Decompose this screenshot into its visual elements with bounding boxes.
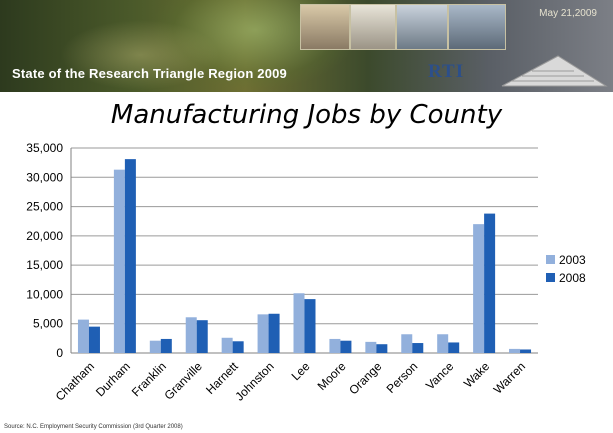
banner-photo-2	[350, 4, 396, 50]
x-tick-label: Wake	[461, 359, 493, 391]
x-tick-label: Person	[384, 359, 421, 396]
bar-2008-durham	[124, 159, 136, 353]
legend-swatch-2003	[546, 255, 555, 264]
legend-label-2003: 2003	[559, 253, 586, 267]
bar-2008-harnett	[232, 341, 244, 353]
bar-2003-granville	[185, 317, 197, 353]
bar-2008-person	[412, 343, 424, 353]
legend-label-2008: 2008	[559, 271, 586, 285]
bar-2003-harnett	[221, 337, 233, 353]
bar-2003-warren	[509, 348, 521, 353]
bar-2003-wake	[473, 224, 485, 353]
bar-2003-chatham	[77, 319, 89, 353]
building-illustration	[501, 55, 608, 87]
source-note: Source: N.C. Employment Security Commiss…	[4, 424, 183, 430]
legend-swatch-2008	[546, 273, 555, 282]
x-tick-label: Vance	[423, 359, 457, 393]
bar-2003-vance	[437, 334, 449, 353]
bar-2003-durham	[113, 169, 125, 353]
banner-date: May 21,2009	[539, 8, 597, 19]
x-tick-label: Chatham	[53, 359, 97, 403]
bar-2008-johnston	[268, 313, 280, 353]
y-tick-label: 10,000	[26, 287, 63, 301]
x-tick-label: Lee	[289, 359, 313, 383]
y-tick-label: 5,000	[33, 317, 63, 331]
x-tick-label: Moore	[315, 359, 349, 393]
bar-2003-moore	[329, 338, 341, 353]
banner-photo-3	[396, 4, 448, 50]
banner-photo-4	[448, 4, 506, 50]
x-tick-label: Granville	[161, 359, 205, 403]
bar-2003-lee	[293, 293, 305, 353]
y-tick-label: 20,000	[26, 229, 63, 243]
x-tick-label: Johnston	[232, 359, 276, 403]
bar-2003-orange	[365, 341, 377, 353]
y-tick-label: 25,000	[26, 200, 63, 214]
bar-2008-franklin	[160, 338, 172, 353]
header-banner: May 21,2009 State of the Research Triang…	[0, 0, 613, 92]
bar-2008-granville	[196, 320, 208, 353]
rti-logo: RTI	[428, 61, 465, 82]
bar-2008-lee	[304, 299, 316, 353]
y-tick-label: 15,000	[26, 258, 63, 272]
y-tick-label: 30,000	[26, 170, 63, 184]
bar-2008-vance	[448, 342, 460, 353]
bar-2003-franklin	[149, 340, 161, 353]
y-tick-label: 35,000	[26, 141, 63, 155]
banner-photo-1	[300, 4, 350, 50]
y-tick-label: 0	[56, 346, 63, 360]
bar-2008-chatham	[88, 326, 100, 353]
bar-2003-johnston	[257, 314, 269, 353]
bar-2008-warren	[520, 349, 532, 353]
x-tick-label: Orange	[346, 359, 384, 397]
chart-title: Manufacturing Jobs by County	[110, 100, 503, 130]
bar-2008-orange	[376, 344, 388, 353]
bar-2003-person	[401, 334, 413, 353]
x-tick-label: Warren	[491, 359, 528, 396]
x-tick-label: Durham	[93, 359, 133, 399]
bar-2008-moore	[340, 340, 352, 353]
bar-2008-wake	[484, 213, 496, 353]
banner-swirl-2	[60, 20, 220, 90]
banner-title: State of the Research Triangle Region 20…	[12, 66, 287, 81]
